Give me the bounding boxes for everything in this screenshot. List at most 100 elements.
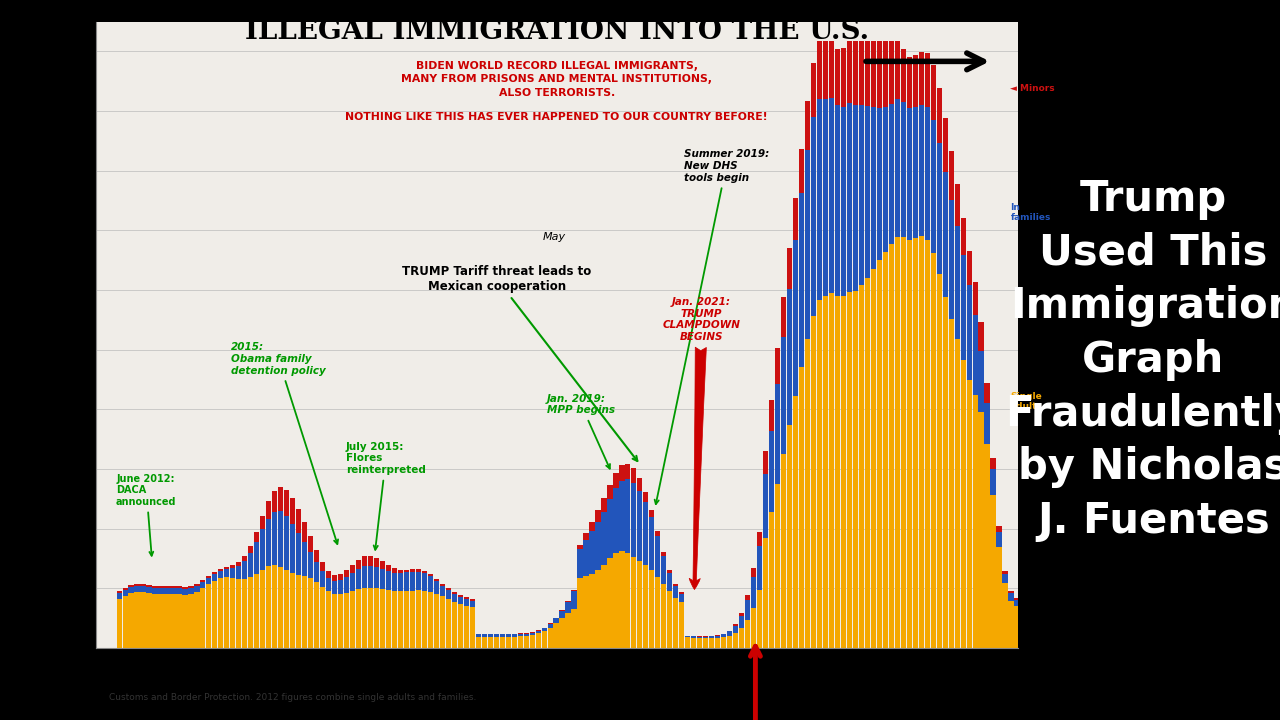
Bar xyxy=(631,483,636,557)
Bar xyxy=(530,633,535,635)
Bar xyxy=(805,102,810,150)
Bar xyxy=(787,425,792,648)
Bar xyxy=(1038,608,1043,648)
Bar xyxy=(1027,602,1032,608)
Bar xyxy=(577,544,582,549)
Bar xyxy=(942,297,947,648)
Bar xyxy=(835,105,840,296)
Bar xyxy=(320,587,325,648)
Bar xyxy=(608,485,613,500)
Bar xyxy=(452,593,457,595)
Bar xyxy=(978,412,983,648)
Bar xyxy=(506,636,511,648)
Bar xyxy=(942,171,947,297)
Bar xyxy=(756,531,762,546)
Bar xyxy=(823,42,828,99)
Bar xyxy=(219,578,224,648)
Bar xyxy=(410,591,415,648)
Bar xyxy=(344,577,349,593)
Bar xyxy=(524,636,529,648)
Bar xyxy=(535,634,540,648)
Bar xyxy=(266,567,271,648)
Bar xyxy=(385,590,392,648)
Bar xyxy=(769,512,774,648)
Bar xyxy=(948,319,954,648)
Bar xyxy=(817,42,822,99)
Bar xyxy=(913,107,918,238)
Bar xyxy=(1020,608,1025,648)
Bar xyxy=(931,120,936,253)
Bar xyxy=(691,636,696,638)
Bar xyxy=(242,579,247,648)
Bar xyxy=(380,589,385,648)
Bar xyxy=(255,532,260,542)
Bar xyxy=(308,552,314,578)
Bar xyxy=(948,150,954,199)
Bar xyxy=(553,618,558,624)
Bar xyxy=(883,107,888,252)
Bar xyxy=(589,531,595,574)
Bar xyxy=(571,609,576,648)
Bar xyxy=(870,42,876,107)
Bar xyxy=(655,536,660,577)
Bar xyxy=(799,148,804,192)
Bar xyxy=(463,606,468,648)
Text: May: May xyxy=(543,233,566,243)
Bar xyxy=(422,571,428,573)
Bar xyxy=(733,633,739,648)
Bar xyxy=(164,586,169,588)
Bar xyxy=(739,629,744,648)
Bar xyxy=(470,600,475,607)
Bar xyxy=(829,293,835,648)
Bar xyxy=(835,48,840,105)
Bar xyxy=(440,584,445,586)
Bar xyxy=(991,458,996,469)
Bar xyxy=(698,636,703,638)
Bar xyxy=(870,269,876,648)
Bar xyxy=(888,104,893,244)
Bar xyxy=(955,339,960,648)
Bar xyxy=(481,636,486,648)
Bar xyxy=(745,600,750,620)
Bar xyxy=(374,588,379,648)
Bar xyxy=(470,607,475,648)
Bar xyxy=(931,65,936,120)
Bar xyxy=(931,253,936,648)
Bar xyxy=(201,582,206,588)
Bar xyxy=(308,578,314,648)
Bar xyxy=(703,638,708,648)
Bar xyxy=(445,599,451,648)
Bar xyxy=(188,594,193,648)
Bar xyxy=(733,624,739,626)
Bar xyxy=(206,584,211,648)
Bar xyxy=(751,568,756,577)
Bar xyxy=(631,557,636,648)
Bar xyxy=(655,577,660,648)
Bar xyxy=(284,516,289,570)
Bar xyxy=(613,473,618,488)
Bar xyxy=(314,582,319,648)
Bar xyxy=(841,107,846,296)
Bar xyxy=(859,285,864,648)
Bar xyxy=(463,600,468,606)
Bar xyxy=(1015,606,1020,648)
Bar xyxy=(608,500,613,558)
Bar xyxy=(913,238,918,648)
Bar xyxy=(422,573,428,591)
Bar xyxy=(416,590,421,648)
Bar xyxy=(649,510,654,517)
Bar xyxy=(123,588,128,590)
Bar xyxy=(440,596,445,648)
Bar xyxy=(201,588,206,648)
Bar xyxy=(367,588,372,648)
Bar xyxy=(978,323,983,351)
Bar xyxy=(859,42,864,105)
Bar xyxy=(146,585,151,587)
Bar xyxy=(302,576,307,648)
Bar xyxy=(230,565,236,568)
Text: In
families: In families xyxy=(1010,203,1051,222)
Bar xyxy=(128,588,133,593)
Bar xyxy=(644,502,649,565)
Bar xyxy=(512,634,517,636)
Bar xyxy=(134,592,140,648)
